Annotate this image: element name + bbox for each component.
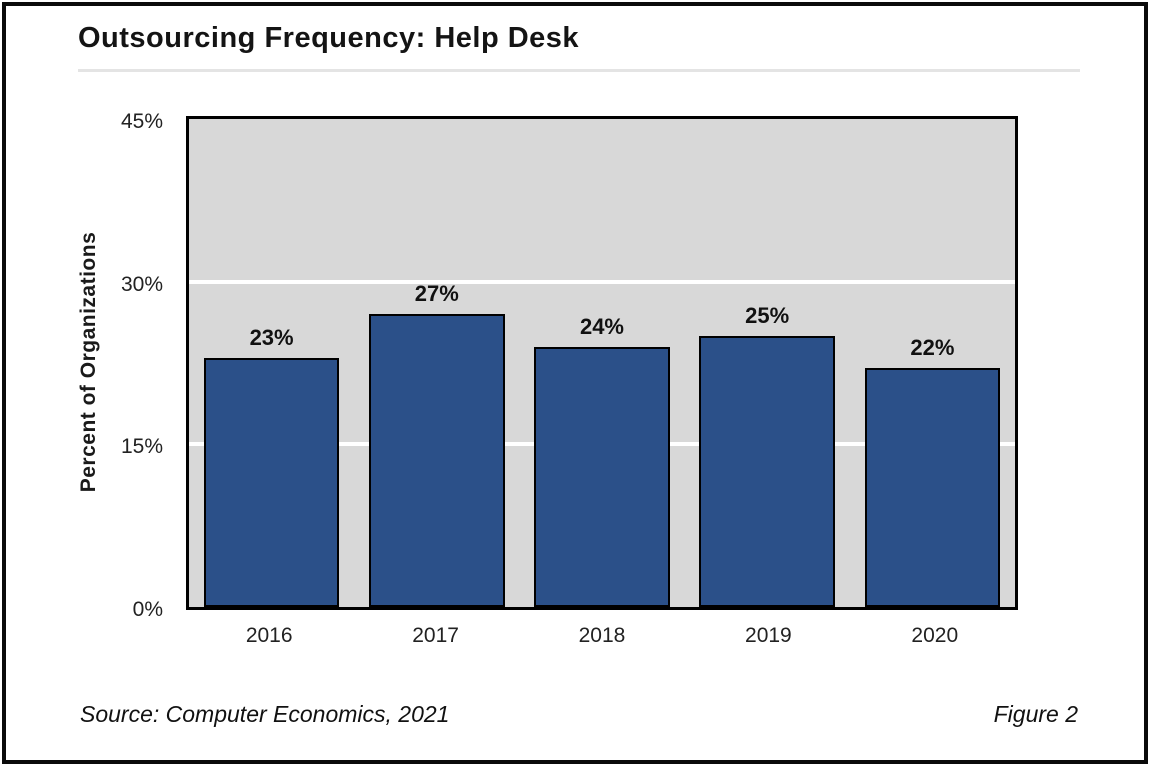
x-tick-label: 2016: [245, 624, 293, 647]
y-tick-label: 0%: [132, 598, 163, 621]
bar-slot: 23%: [189, 119, 354, 607]
y-axis-ticks: 0% 15% 30% 45%: [85, 110, 163, 621]
x-tick-label: 2019: [745, 624, 792, 647]
y-tick-label: 30%: [120, 272, 163, 296]
page-title: Outsourcing Frequency: Help Desk: [78, 22, 580, 54]
x-tick-label: 2020: [911, 624, 959, 647]
bar-value-label: 22%: [910, 335, 955, 361]
bar-2017: [369, 314, 505, 607]
bar-value-label: 23%: [249, 324, 294, 350]
gridline: [189, 279, 1015, 284]
plot-area: 23% 27% 24% 25% 22%: [186, 116, 1018, 610]
y-tick-label: 45%: [120, 110, 163, 133]
bar-2020: [864, 368, 1001, 607]
bar-2016: [203, 357, 340, 607]
x-axis-labels: 2016 2017 2018 2019 2020: [186, 624, 1018, 656]
y-tick-label: 15%: [120, 435, 163, 459]
bar-slot: 24%: [519, 119, 684, 607]
bar-value-label: 24%: [579, 313, 624, 339]
title-divider: [78, 69, 1080, 72]
source-text: Source: Computer Economics, 2021: [80, 701, 450, 727]
bar-slot: 25%: [685, 119, 850, 607]
bar-2018: [534, 346, 670, 607]
x-tick-label: 2017: [412, 624, 459, 647]
bar-value-label: 27%: [414, 281, 459, 307]
bar-slot: 27%: [354, 119, 519, 607]
bar-slot: 22%: [850, 119, 1015, 607]
bar-2019: [699, 335, 835, 607]
figure-caption: Figure 2: [993, 701, 1078, 727]
x-tick-label: 2018: [578, 624, 626, 647]
bar-value-label: 25%: [745, 302, 790, 328]
